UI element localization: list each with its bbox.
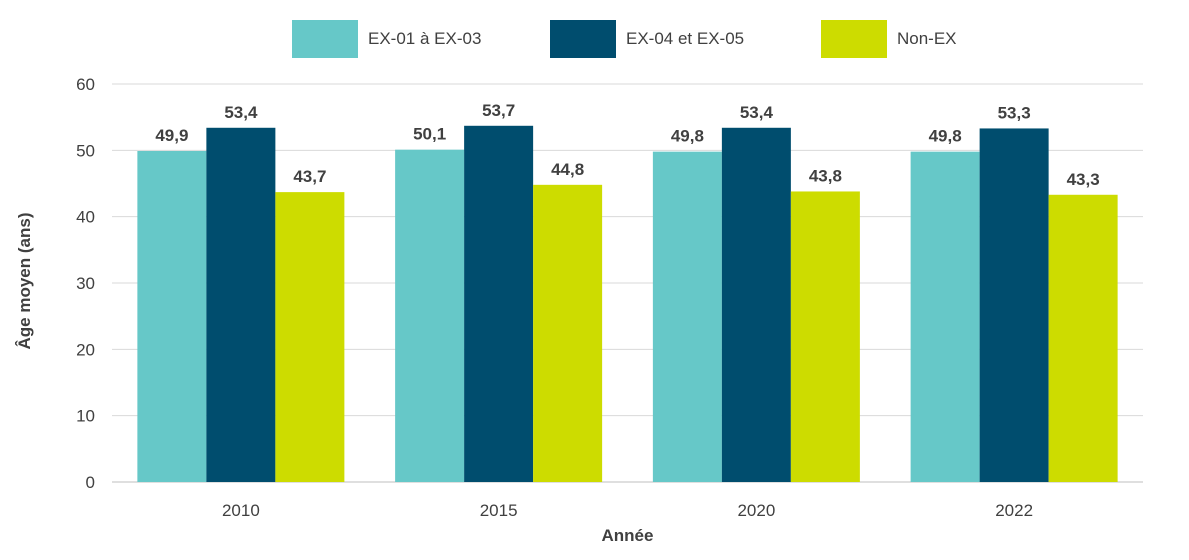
y-axis-title: Âge moyen (ans) <box>15 213 34 350</box>
chart-legend: EX-01 à EX-03 EX-04 et EX-05 Non-EX <box>0 20 1189 60</box>
bar-2022-series-1 <box>979 128 1049 482</box>
bar-2010-series-1 <box>206 127 276 482</box>
legend-item-ex01-ex03: EX-01 à EX-03 <box>292 20 481 58</box>
bar-group <box>137 125 1118 483</box>
y-tick-label-60: 60 <box>76 75 95 94</box>
data-label-2010-series-2: 43,7 <box>293 167 326 186</box>
x-tick-label-2015: 2015 <box>480 501 518 520</box>
y-tick-label-50: 50 <box>76 141 95 160</box>
data-label-2020-series-1: 53,4 <box>740 103 774 122</box>
data-label-2010-series-1: 53,4 <box>224 103 258 122</box>
x-axis-title: Année <box>602 526 654 545</box>
bar-2020-series-0 <box>652 151 722 482</box>
x-tick-label-2020: 2020 <box>737 501 775 520</box>
data-label-2015-series-2: 44,8 <box>551 160 584 179</box>
data-label-2022-series-2: 43,3 <box>1067 170 1100 189</box>
legend-item-non-ex: Non-EX <box>821 20 957 58</box>
y-tick-label-10: 10 <box>76 407 95 426</box>
bar-2022-series-0 <box>910 151 980 482</box>
y-tick-label-0: 0 <box>86 473 95 492</box>
legend-label-ex01-ex03: EX-01 à EX-03 <box>368 29 482 48</box>
legend-label-ex04-ex05: EX-04 et EX-05 <box>626 29 745 48</box>
legend-item-ex04-ex05: EX-04 et EX-05 <box>550 20 744 58</box>
x-tick-label-2010: 2010 <box>222 501 260 520</box>
bar-2020-series-2 <box>790 191 860 482</box>
data-label-2015-series-1: 53,7 <box>482 101 515 120</box>
x-tick-label-2022: 2022 <box>995 501 1033 520</box>
data-label-2020-series-0: 49,8 <box>671 127 704 146</box>
data-label-2015-series-0: 50,1 <box>413 125 446 144</box>
y-axis-ticks: 0 10 20 30 40 50 60 <box>76 75 95 492</box>
legend-swatch-ex04-ex05 <box>550 20 616 58</box>
data-label-2020-series-2: 43,8 <box>809 166 842 185</box>
data-label-2022-series-1: 53,3 <box>998 103 1031 122</box>
bar-2010-series-0 <box>137 150 207 482</box>
data-labels: 49,9 53,4 43,7 50,1 53,7 44,8 49,8 53,4 43,8 49,8… <box>155 101 1099 189</box>
data-label-2022-series-0: 49,8 <box>929 127 962 146</box>
bar-2020-series-1 <box>721 127 791 482</box>
legend-label-non-ex: Non-EX <box>897 29 957 48</box>
bar-2015-series-2 <box>533 184 603 482</box>
bar-2010-series-2 <box>275 192 345 482</box>
legend-swatch-ex01-ex03 <box>292 20 358 58</box>
legend-swatch-non-ex <box>821 20 887 58</box>
y-tick-label-30: 30 <box>76 274 95 293</box>
y-tick-label-40: 40 <box>76 208 95 227</box>
y-tick-label-20: 20 <box>76 340 95 359</box>
x-axis-ticks: 2010 2015 2020 2022 <box>222 501 1033 520</box>
data-label-2010-series-0: 49,9 <box>155 126 188 145</box>
bar-2022-series-2 <box>1048 194 1118 482</box>
bar-2015-series-1 <box>464 125 534 482</box>
bar-2015-series-0 <box>395 149 465 483</box>
